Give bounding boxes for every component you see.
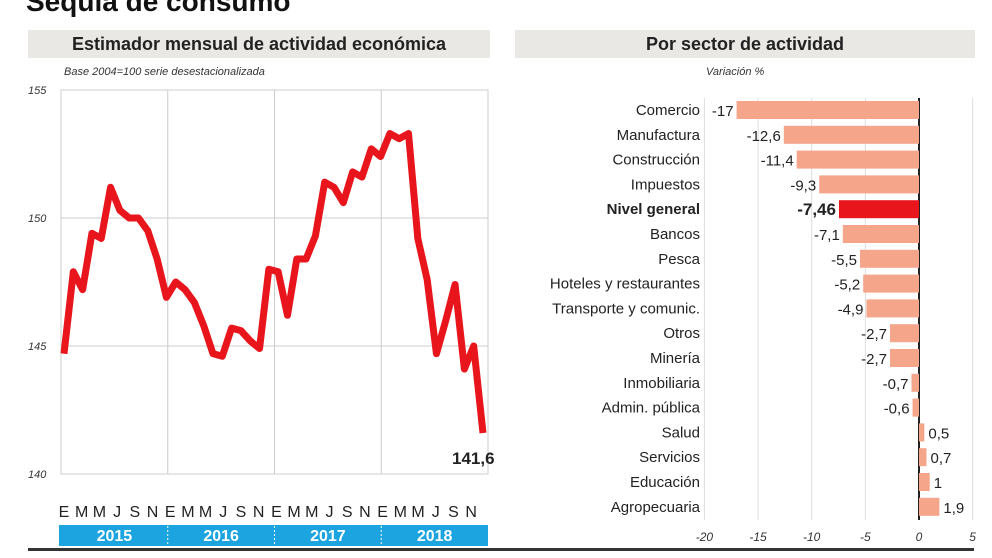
bar [783, 125, 919, 144]
y-tick-label: 150 [28, 213, 47, 225]
month-label: M [181, 504, 194, 521]
month-label: E [271, 504, 282, 521]
month-label: E [59, 504, 70, 521]
month-label: M [75, 504, 88, 521]
bar [842, 225, 919, 243]
month-label: M [199, 504, 212, 521]
data-line [60, 130, 487, 434]
month-label: E [165, 504, 176, 521]
main-title: Sequía de consumo [26, 0, 291, 17]
year-label: 2015 [97, 528, 133, 545]
category-label: Educación [630, 474, 700, 491]
bar [736, 101, 919, 119]
bar [796, 150, 919, 169]
month-label: S [342, 504, 353, 521]
month-label: M [411, 504, 424, 521]
year-label: 2018 [417, 528, 453, 545]
bar [859, 249, 919, 268]
line-chart-subtitle: Base 2004=100 serie desestacionalizada [64, 66, 265, 78]
month-label: S [448, 504, 459, 521]
year-label: 2016 [203, 528, 239, 545]
bar [919, 448, 927, 467]
bar [890, 349, 919, 367]
month-label: J [432, 504, 440, 521]
bar [890, 324, 919, 343]
category-label: Transporte y comunic. [552, 300, 700, 317]
category-label: Agropecuaria [611, 499, 701, 516]
value-label: 1 [934, 475, 942, 492]
value-label: -5,2 [834, 277, 860, 294]
bar [912, 398, 919, 417]
category-label: Nivel general [607, 201, 700, 218]
category-label: Otros [663, 325, 700, 342]
value-label: 0,5 [928, 425, 949, 442]
month-label: J [326, 504, 334, 521]
category-label: Construcción [612, 152, 700, 169]
month-label: S [129, 504, 140, 521]
month-label: M [394, 504, 407, 521]
bar [863, 274, 919, 293]
value-label: -17 [712, 103, 734, 120]
y-tick-label: 145 [28, 341, 47, 353]
bar [819, 175, 919, 194]
month-label: M [287, 504, 300, 521]
month-label: E [377, 504, 388, 521]
value-label: 1,9 [943, 500, 964, 517]
bottom-rule [28, 548, 974, 551]
category-label: Admin. pública [602, 400, 701, 417]
bar-chart-title: Por sector de actividad [515, 30, 975, 58]
month-label: N [359, 504, 371, 521]
value-label: -11,4 [761, 153, 794, 170]
category-label: Servicios [639, 449, 700, 466]
x-tick-label: 0 [916, 530, 923, 544]
category-label: Salud [662, 424, 700, 441]
month-label: N [253, 504, 265, 521]
category-label: Manufactura [617, 127, 701, 144]
month-label: N [465, 504, 477, 521]
bar [919, 423, 925, 442]
category-label: Comercio [636, 102, 700, 119]
x-tick-label: -5 [860, 530, 871, 544]
x-tick-label: -10 [803, 530, 821, 544]
month-label: M [305, 504, 318, 521]
bar-chart-xlabel: Variación % [706, 66, 765, 78]
year-label: 2017 [310, 528, 346, 545]
bar [919, 473, 930, 491]
y-tick-label: 140 [28, 469, 47, 481]
value-label: -7,1 [814, 227, 840, 244]
category-label: Minería [650, 350, 701, 367]
bar [838, 200, 919, 219]
value-label: -2,7 [861, 351, 887, 368]
category-label: Pesca [658, 251, 700, 268]
month-label: J [219, 504, 227, 521]
value-label: -5,5 [831, 252, 857, 269]
value-label: 0,7 [931, 450, 952, 467]
value-label: -2,7 [861, 326, 887, 343]
category-label: Inmobiliaria [623, 375, 700, 392]
bar [866, 299, 919, 318]
value-label: -0,6 [884, 401, 910, 418]
last-value-label: 141,6 [452, 449, 495, 468]
value-label: -7,46 [797, 200, 836, 219]
x-tick-label: -15 [749, 530, 767, 544]
value-label: -0,7 [883, 376, 909, 393]
x-tick-label: -20 [696, 530, 714, 544]
value-label: -9,3 [790, 177, 816, 194]
month-label: N [147, 504, 159, 521]
category-label: Impuestos [631, 176, 700, 193]
category-label: Bancos [650, 226, 700, 243]
month-label: M [93, 504, 106, 521]
value-label: -4,9 [838, 301, 864, 318]
bar [919, 497, 940, 516]
value-label: -12,6 [747, 128, 781, 145]
month-label: S [236, 504, 247, 521]
category-label: Hoteles y restaurantes [550, 276, 700, 293]
month-label: J [113, 504, 121, 521]
bar [911, 373, 919, 392]
line-chart-title: Estimador mensual de actividad económica [28, 30, 490, 58]
x-tick-label: 5 [969, 530, 976, 544]
y-tick-label: 155 [28, 85, 47, 97]
